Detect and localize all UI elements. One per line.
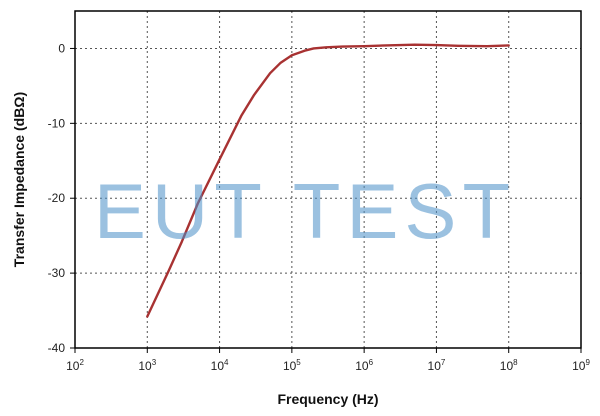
- data-point: [341, 45, 344, 48]
- data-point: [413, 43, 416, 46]
- data-point: [240, 115, 243, 117]
- x-tick-label: 103: [138, 358, 156, 373]
- plot-frame: [74, 10, 582, 349]
- x-axis-label: Frequency (Hz): [277, 391, 378, 407]
- y-tick-label: -40: [48, 341, 66, 355]
- x-tick-label: 105: [283, 358, 301, 373]
- y-tick-label: -30: [48, 266, 66, 280]
- x-tick-label: 102: [66, 358, 84, 373]
- data-point: [457, 45, 460, 47]
- data-point: [181, 240, 183, 243]
- y-axis-label: Transfer Impedance (dBΩ): [11, 92, 27, 267]
- data-point: [291, 54, 293, 56]
- data-point: [325, 46, 328, 49]
- data-point: [146, 315, 149, 318]
- data-point: [197, 202, 199, 205]
- x-tick-label: 107: [428, 358, 446, 373]
- y-tick-label: -10: [48, 116, 66, 130]
- x-tick-label: 109: [572, 358, 590, 373]
- x-tick-label: 104: [211, 358, 229, 373]
- x-tick-label: 106: [355, 358, 373, 373]
- data-point: [168, 269, 170, 271]
- watermark-text: EUT TEST: [94, 167, 516, 255]
- data-point: [385, 44, 387, 47]
- data-point: [279, 61, 282, 64]
- data-point: [312, 47, 315, 50]
- y-tick-labels: 0 -10 -20 -30 -40: [48, 41, 75, 355]
- data-point: [269, 72, 271, 74]
- x-tick-labels: 102 103 104 105 106 107 108 109: [66, 348, 590, 373]
- data-point: [435, 44, 438, 46]
- data-point: [486, 45, 488, 47]
- y-tick-label: -20: [48, 191, 66, 205]
- series-layer: [146, 43, 510, 318]
- data-point: [303, 49, 306, 52]
- data-point: [363, 45, 365, 47]
- data-point: [507, 44, 510, 47]
- y-tick-label: 0: [58, 41, 65, 55]
- data-point: [253, 94, 255, 96]
- data-point: [218, 158, 221, 161]
- x-tick-label: 108: [500, 358, 518, 373]
- grid: [75, 11, 581, 348]
